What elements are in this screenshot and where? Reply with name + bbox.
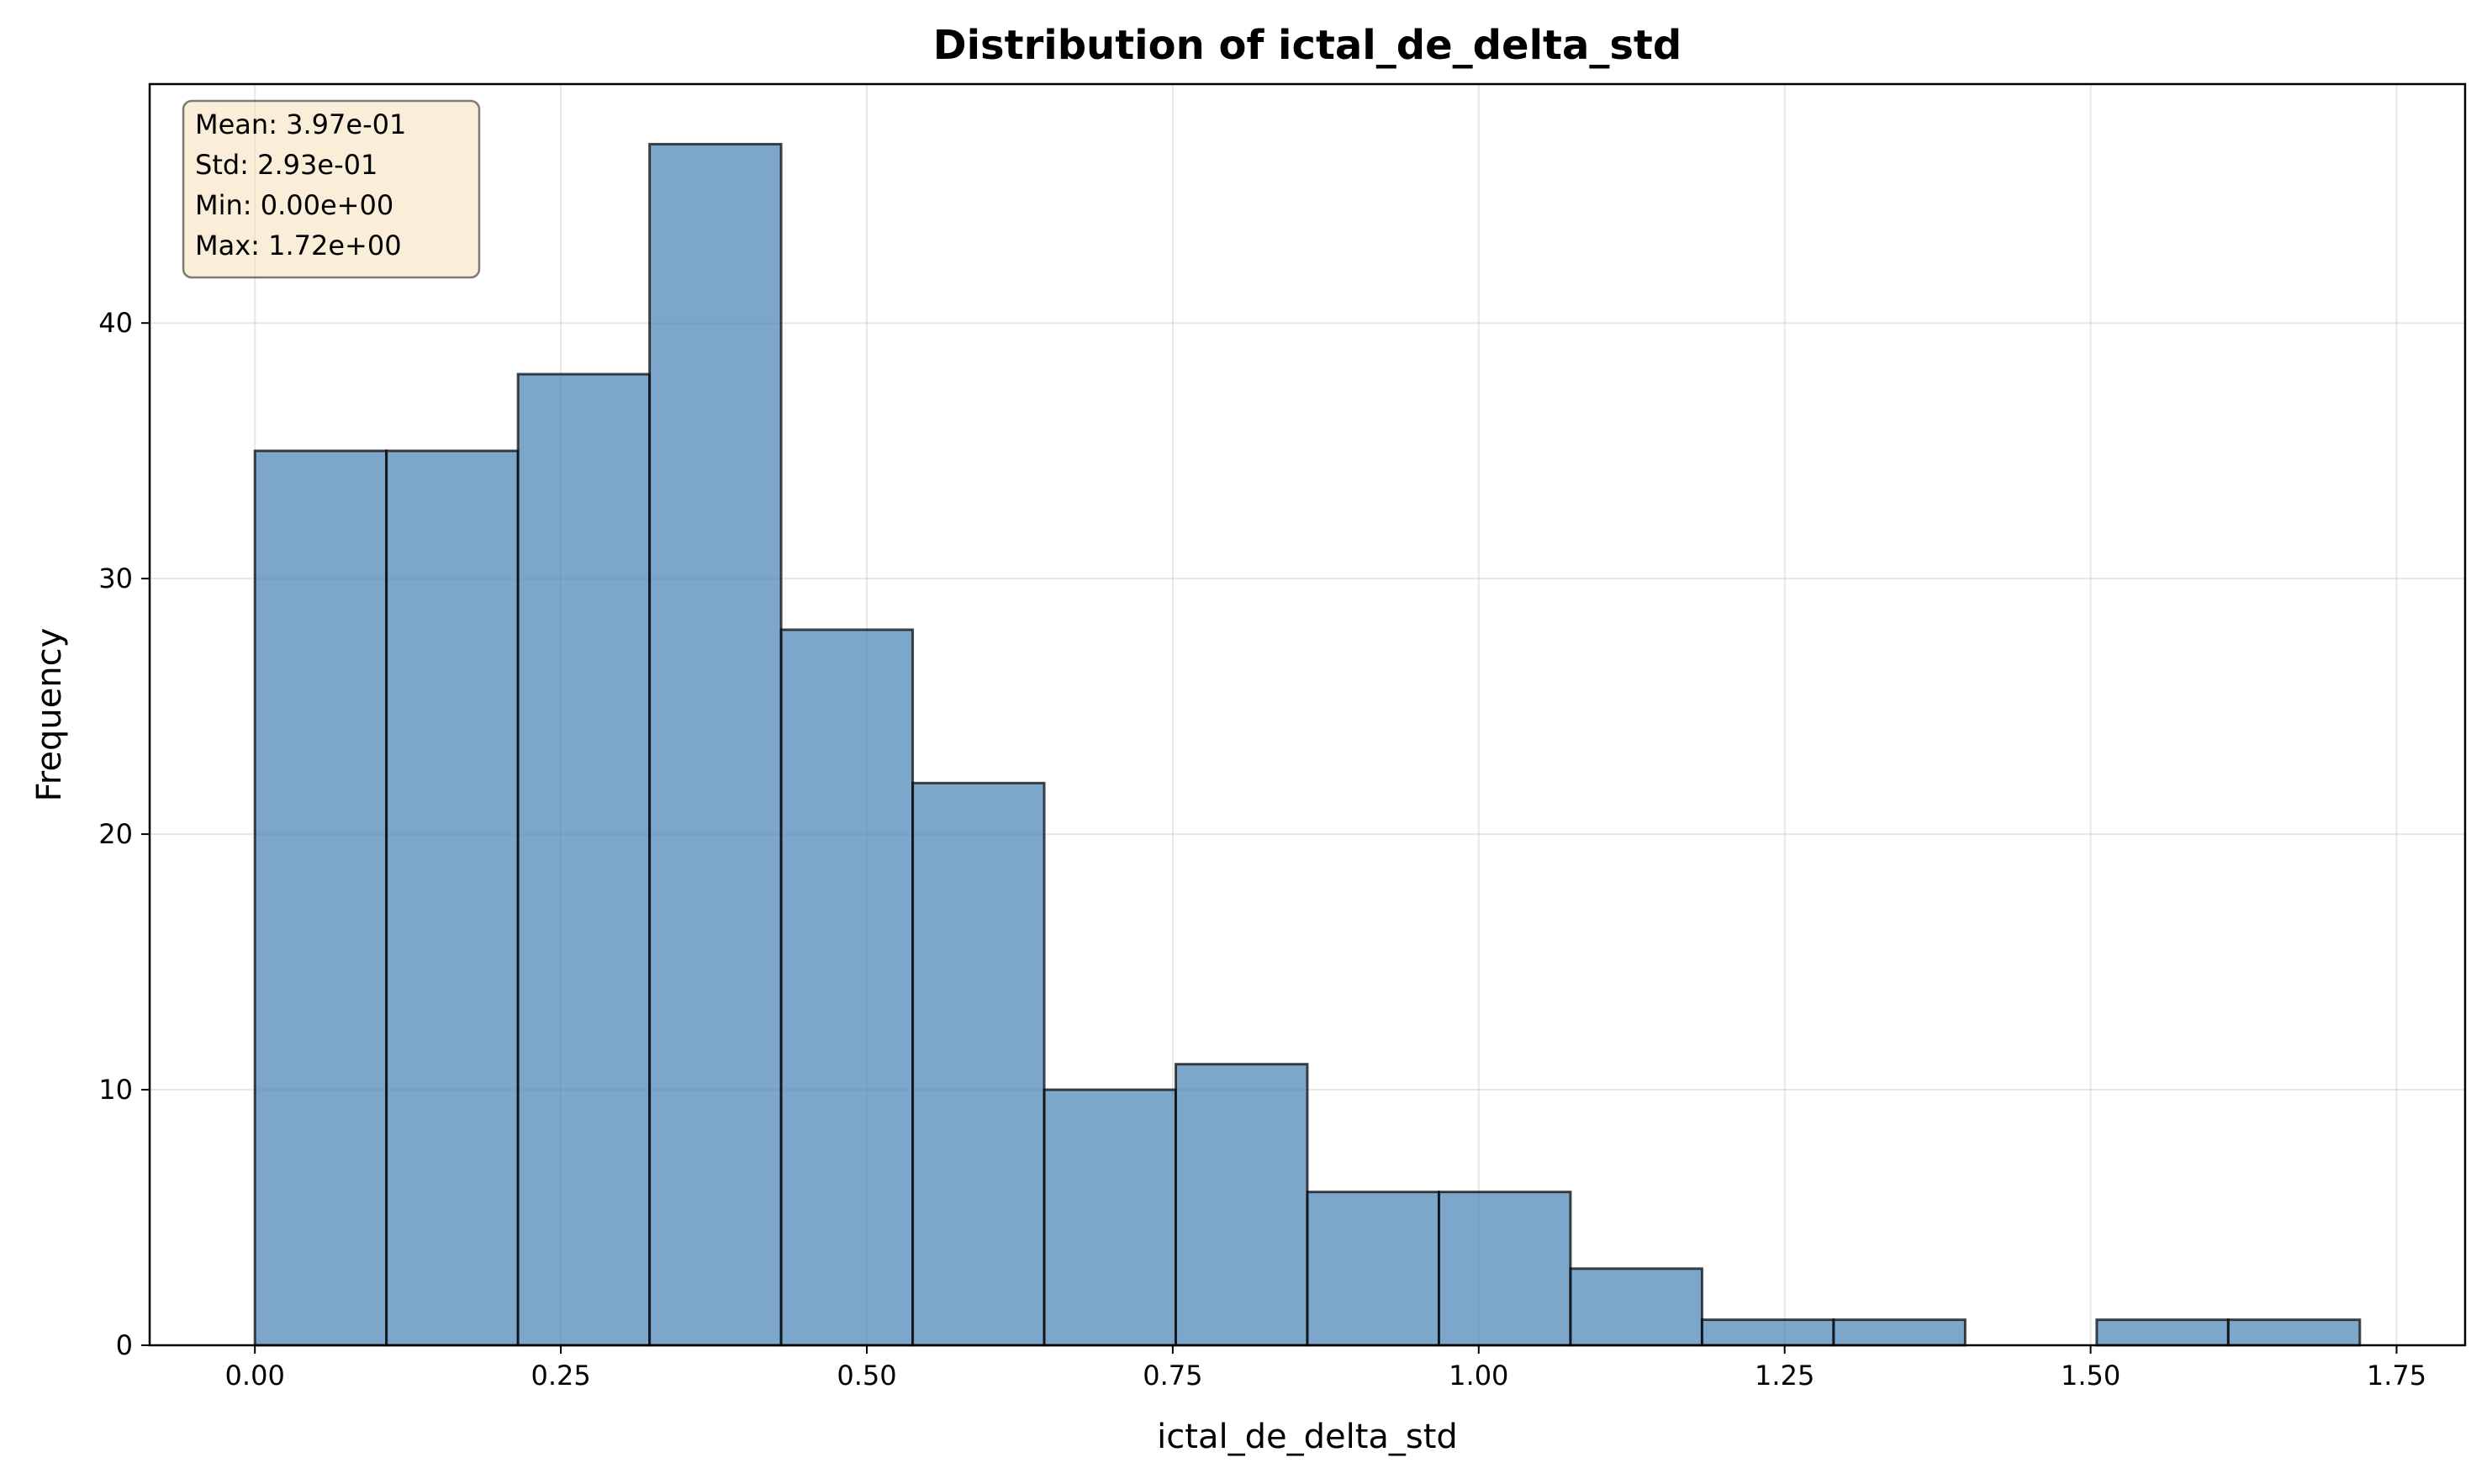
x-tick-label-6: 1.50 <box>2061 1360 2120 1392</box>
y-tick-label-0: 0 <box>116 1329 133 1361</box>
y-tick-label-4: 40 <box>98 307 133 339</box>
chart-title: Distribution of ictal_de_delta_std <box>933 22 1682 69</box>
plot-area-frame <box>148 82 2467 1347</box>
histogram-bar-1 <box>385 449 520 1347</box>
histogram-bar-12 <box>1832 1318 1967 1347</box>
y-tick-label-3: 30 <box>98 562 133 594</box>
x-axis-ticks: 0.00 0.25 0.50 0.75 1.00 1.25 1.50 1.75 <box>225 1345 2426 1392</box>
histogram-bar-10 <box>1569 1267 1703 1347</box>
stats-min-text: Min: 0.00e+00 <box>195 189 393 221</box>
stats-box: Mean: 3.97e-01 Std: 2.93e-01 Min: 0.00e+… <box>182 99 481 279</box>
stats-max-text: Max: 1.72e+00 <box>195 230 402 261</box>
histogram-bar-6 <box>1043 1088 1178 1347</box>
x-tick-label-1: 0.25 <box>531 1360 590 1392</box>
x-tick-label-5: 1.25 <box>1755 1360 1814 1392</box>
stats-mean-text: Mean: 3.97e-01 <box>195 108 406 140</box>
y-tick-label-2: 20 <box>98 818 133 850</box>
histogram-bar-3 <box>648 142 783 1347</box>
histogram-bar-7 <box>1175 1063 1309 1347</box>
stats-std-text: Std: 2.93e-01 <box>195 149 377 181</box>
x-tick-label-3: 0.75 <box>1143 1360 1202 1392</box>
y-tick-label-1: 10 <box>98 1074 133 1106</box>
histogram-bar-0 <box>253 449 388 1347</box>
histogram-bar-9 <box>1437 1191 1572 1347</box>
x-tick-label-2: 0.50 <box>837 1360 896 1392</box>
histogram-bar-4 <box>779 628 915 1347</box>
x-tick-label-4: 1.00 <box>1449 1360 1508 1392</box>
histogram-bar-8 <box>1306 1191 1440 1347</box>
y-axis-ticks: 0 10 20 30 40 <box>98 307 150 1361</box>
y-axis-label: Frequency <box>30 628 69 802</box>
x-axis-label: ictal_de_delta_std <box>1157 1418 1458 1456</box>
histogram-bars <box>253 142 2362 1347</box>
x-tick-label-7: 1.75 <box>2367 1360 2426 1392</box>
histogram-bar-11 <box>1700 1318 1835 1347</box>
histogram-bar-2 <box>516 372 652 1347</box>
histogram-bar-14 <box>2095 1318 2230 1347</box>
stats-box-background <box>182 99 481 279</box>
histogram-bar-15 <box>2226 1318 2362 1347</box>
x-tick-label-0: 0.00 <box>225 1360 285 1392</box>
histogram-bar-5 <box>911 781 1046 1347</box>
